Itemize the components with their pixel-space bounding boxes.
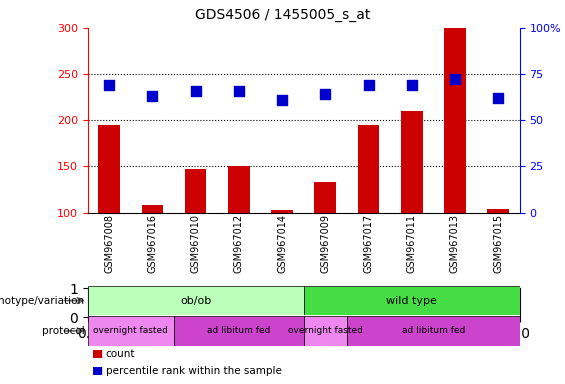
Bar: [401, 111, 423, 213]
Point: [364, 82, 373, 88]
Point: [407, 82, 416, 88]
Text: GDS4506 / 1455005_s_at: GDS4506 / 1455005_s_at: [195, 8, 370, 22]
Bar: [142, 205, 163, 213]
Bar: [88, 316, 174, 346]
Bar: [185, 169, 206, 213]
Point: [148, 93, 157, 99]
Bar: [358, 125, 379, 213]
Bar: [88, 286, 304, 315]
Point: [191, 88, 200, 94]
Bar: [444, 28, 466, 213]
Bar: [347, 316, 520, 346]
Point: [450, 76, 459, 83]
Bar: [271, 210, 293, 213]
Text: wild type: wild type: [386, 296, 437, 306]
Point: [494, 95, 503, 101]
Bar: [315, 182, 336, 213]
Bar: [488, 209, 509, 213]
Point: [321, 91, 330, 97]
Text: overnight fasted: overnight fasted: [288, 326, 363, 335]
Text: protocol: protocol: [42, 326, 85, 336]
Point: [93, 350, 102, 356]
Bar: [98, 125, 120, 213]
Point: [277, 97, 286, 103]
Point: [93, 367, 102, 373]
Text: overnight fasted: overnight fasted: [93, 326, 168, 335]
Text: percentile rank within the sample: percentile rank within the sample: [106, 366, 281, 376]
Text: count: count: [106, 349, 135, 359]
Bar: [228, 166, 250, 213]
Point: [105, 82, 114, 88]
Point: [234, 88, 244, 94]
Bar: [304, 316, 347, 346]
Text: ad libitum fed: ad libitum fed: [207, 326, 271, 335]
Text: genotype/variation: genotype/variation: [0, 296, 85, 306]
Bar: [304, 286, 520, 315]
Text: ad libitum fed: ad libitum fed: [402, 326, 465, 335]
Text: ob/ob: ob/ob: [180, 296, 211, 306]
Bar: [174, 316, 304, 346]
